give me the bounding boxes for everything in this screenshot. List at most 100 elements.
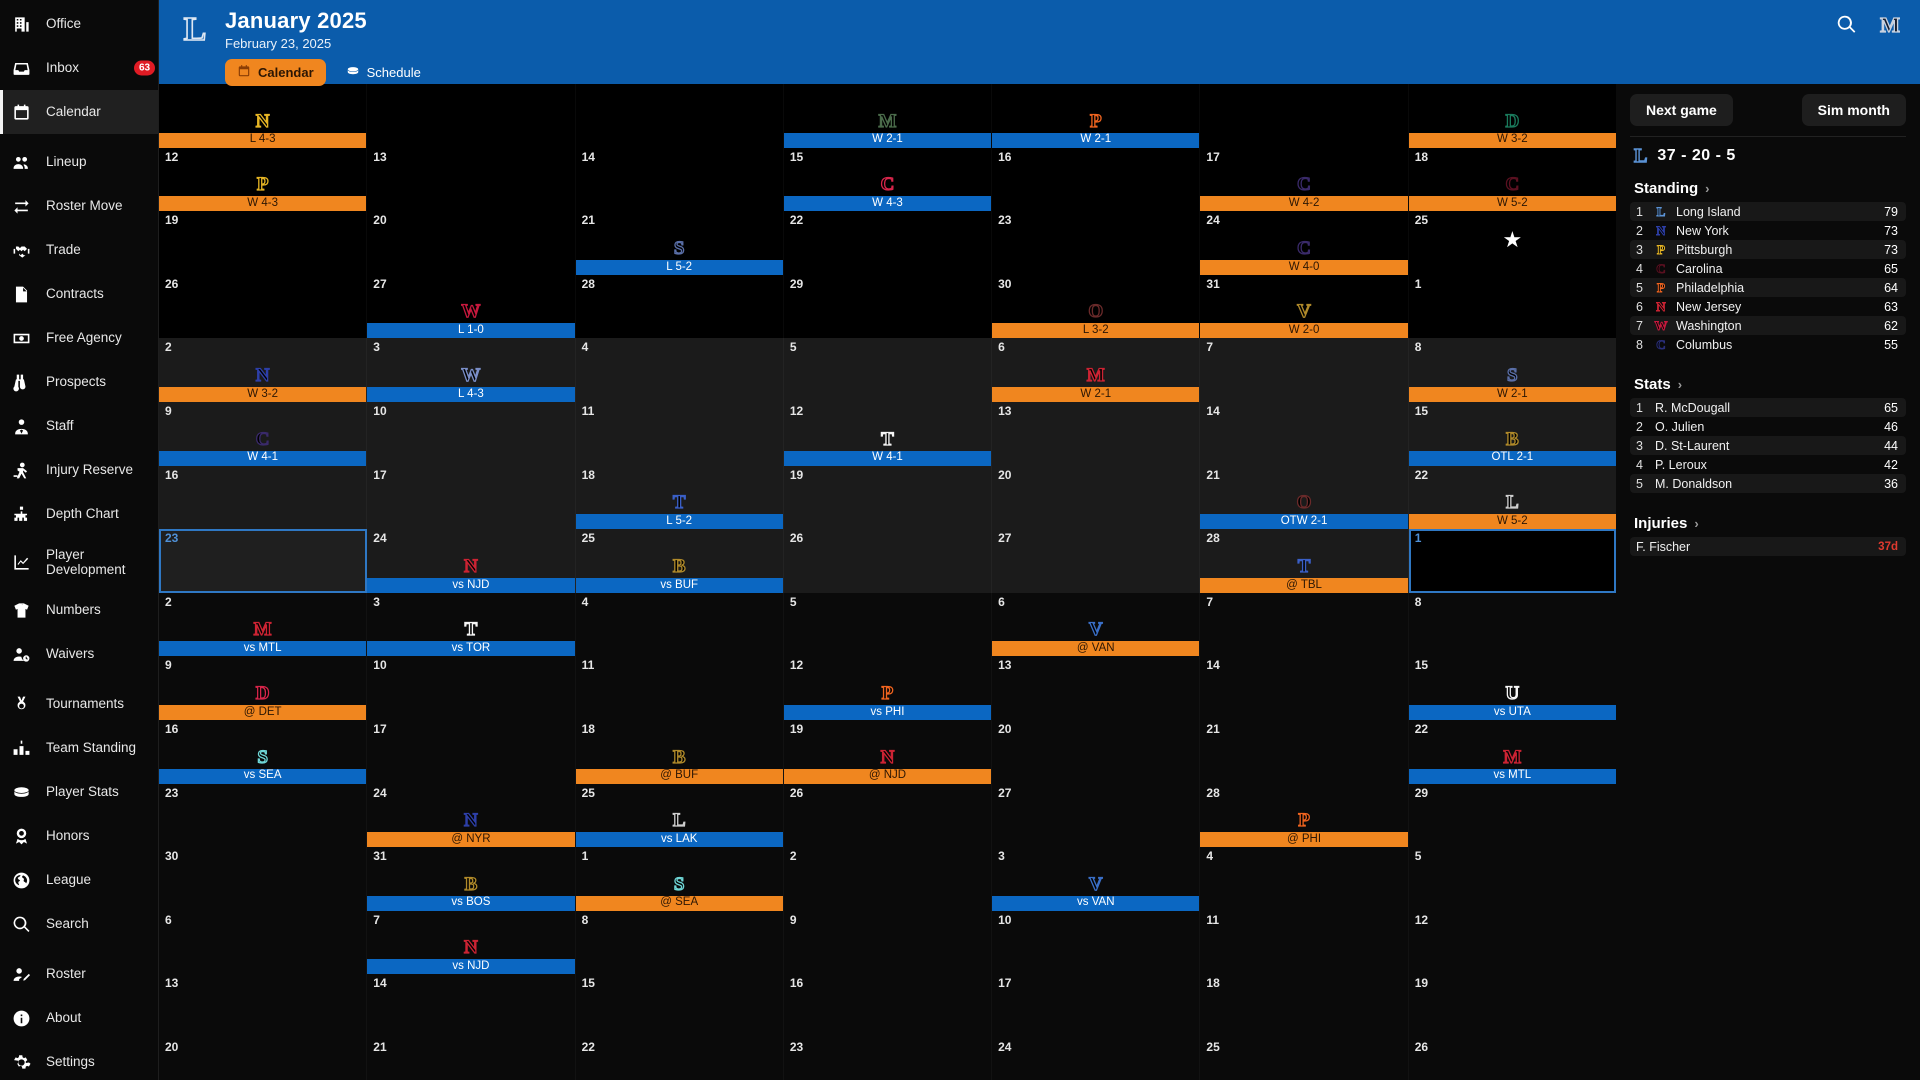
calendar-day-cell[interactable]: 21 (367, 1038, 575, 1080)
calendar-day-cell[interactable]: 11 (576, 656, 784, 720)
calendar-day-cell[interactable]: 2 (784, 847, 992, 911)
search-icon[interactable] (1836, 14, 1858, 36)
calendar-day-cell[interactable]: 29 (784, 275, 992, 339)
calendar-day-cell[interactable]: 19 (1409, 974, 1616, 1038)
game-result-bar[interactable]: L 5-2 (575, 514, 783, 530)
calendar-day-cell[interactable]: 16 (159, 466, 367, 530)
stats-row[interactable]: 2 O. Julien 46 (1630, 417, 1906, 436)
sidebar-item-tournaments[interactable]: Tournaments (0, 682, 158, 726)
standing-row[interactable]: 1 L Long Island 79 (1630, 202, 1906, 221)
game-result-bar[interactable]: vs UTA (1408, 704, 1616, 720)
game-result-bar[interactable]: vs NJD (367, 959, 575, 975)
calendar-day-cell[interactable]: 5 (1409, 847, 1616, 911)
game-result-bar[interactable]: W 2-1 (783, 132, 992, 148)
standing-row[interactable]: 3 P Pittsburgh 73 (1630, 240, 1906, 259)
calendar-day-cell[interactable]: 17 (367, 466, 575, 530)
calendar-day-cell[interactable]: 1 S @ SEA (575, 847, 784, 911)
calendar-day-cell[interactable]: 7 (1200, 593, 1408, 657)
calendar-day-cell[interactable]: 14 (576, 148, 784, 212)
calendar-day-cell[interactable]: 20 (992, 466, 1200, 530)
game-result-bar[interactable]: @ NJD (783, 768, 992, 784)
injury-row[interactable]: F. Fischer 37d (1630, 537, 1906, 556)
game-result-bar[interactable]: W 2-1 (992, 386, 1200, 402)
tab-calendar[interactable]: Calendar (225, 59, 326, 86)
game-result-bar[interactable]: vs SEA (159, 768, 367, 784)
sidebar-item-team-standing[interactable]: Team Standing (0, 726, 158, 770)
sidebar-item-player-stats[interactable]: Player Stats (0, 770, 158, 814)
calendar-day-cell[interactable]: 16 (992, 148, 1200, 212)
next-game-button[interactable]: Next game (1630, 94, 1733, 126)
calendar-day-cell[interactable] (1200, 84, 1408, 148)
standing-row[interactable]: 4 C Carolina 65 (1630, 259, 1906, 278)
calendar-day-cell[interactable]: 26 (784, 784, 992, 848)
game-result-bar[interactable]: W 4-1 (159, 450, 367, 466)
game-result-bar[interactable]: W 5-2 (1408, 196, 1616, 212)
sidebar-item-honors[interactable]: Honors (0, 814, 158, 858)
stats-row[interactable]: 3 D. St-Laurent 44 (1630, 436, 1906, 455)
standing-row[interactable]: 7 W Washington 62 (1630, 316, 1906, 335)
sidebar-item-player-development[interactable]: Player Development (0, 536, 158, 588)
calendar-day-cell[interactable]: 29 (1409, 784, 1616, 848)
sidebar-item-lineup[interactable]: Lineup (0, 140, 158, 184)
game-result-bar[interactable]: L 1-0 (367, 323, 575, 339)
game-result-bar[interactable]: W 4-0 (1200, 259, 1408, 275)
sidebar-item-staff[interactable]: Staff (0, 404, 158, 448)
game-result-bar[interactable]: L 5-2 (575, 259, 783, 275)
calendar-day-cell[interactable]: 14 (1200, 656, 1408, 720)
sidebar-item-calendar[interactable]: Calendar (0, 90, 158, 134)
calendar-day-cell[interactable]: 28 T @ TBL (1200, 529, 1408, 593)
calendar-day-cell[interactable]: 26 (1409, 1038, 1616, 1080)
game-result-bar[interactable]: L 3-2 (992, 323, 1200, 339)
game-result-bar[interactable]: @ PHI (1200, 832, 1408, 848)
game-result-bar[interactable]: L 4-3 (367, 386, 575, 402)
sidebar-item-office[interactable]: Office (0, 2, 158, 46)
calendar-day-cell[interactable] (367, 84, 575, 148)
stats-row[interactable]: 4 P. Leroux 42 (1630, 455, 1906, 474)
calendar-day-cell[interactable]: 28 P @ PHI (1200, 784, 1408, 848)
game-result-bar[interactable]: W 2-1 (1408, 386, 1616, 402)
sim-month-button[interactable]: Sim month (1801, 94, 1906, 126)
calendar-day-cell[interactable]: 6 V @ VAN (992, 593, 1200, 657)
calendar-day-cell[interactable]: 11 (576, 402, 784, 466)
sidebar-item-injury-reserve[interactable]: Injury Reserve (0, 448, 158, 492)
calendar-day-cell[interactable]: 30 (159, 847, 367, 911)
calendar-day-cell[interactable]: 24 N @ NYR (367, 784, 575, 848)
calendar-day-cell[interactable]: 25 ★ (1409, 211, 1616, 275)
calendar-day-cell[interactable]: 11 (1200, 911, 1408, 975)
game-result-bar[interactable]: vs MTL (159, 641, 367, 657)
calendar-day-cell[interactable]: 31 V W 2-0 (1200, 275, 1408, 339)
game-result-bar[interactable]: @ SEA (575, 895, 783, 911)
calendar-day-cell[interactable]: 27 (992, 784, 1200, 848)
calendar-day-cell[interactable]: 21 O OTW 2-1 (1200, 466, 1408, 530)
game-result-bar[interactable]: W 4-3 (783, 196, 992, 212)
standing-row[interactable]: 2 N New York 73 (1630, 221, 1906, 240)
game-result-bar[interactable]: W 4-1 (783, 450, 992, 466)
calendar-day-cell[interactable]: 22 (576, 1038, 784, 1080)
game-result-bar[interactable]: vs BUF (575, 577, 783, 593)
calendar-day-cell[interactable]: 5 (784, 593, 992, 657)
calendar-day-cell[interactable]: 22 (784, 211, 992, 275)
game-result-bar[interactable]: OTL 2-1 (1408, 450, 1616, 466)
calendar-day-cell[interactable]: 7 (1200, 338, 1408, 402)
calendar-day-cell[interactable]: 21 (1200, 720, 1408, 784)
injuries-section-header[interactable]: Injuries › (1634, 515, 1906, 532)
calendar-day-cell[interactable]: 22 L W 5-2 (1408, 466, 1616, 530)
game-result-bar[interactable]: vs TOR (367, 641, 575, 657)
calendar-day-cell[interactable]: 14 (1200, 402, 1408, 466)
calendar-day-cell[interactable]: 19 (159, 211, 367, 275)
calendar-day-cell[interactable]: 13 (992, 402, 1200, 466)
sidebar-item-free-agency[interactable]: Free Agency (0, 316, 158, 360)
standing-row[interactable]: 5 P Philadelphia 64 (1630, 278, 1906, 297)
game-result-bar[interactable]: @ VAN (992, 641, 1200, 657)
game-result-bar[interactable]: vs MTL (1408, 768, 1616, 784)
standing-section-header[interactable]: Standing › (1634, 180, 1906, 197)
